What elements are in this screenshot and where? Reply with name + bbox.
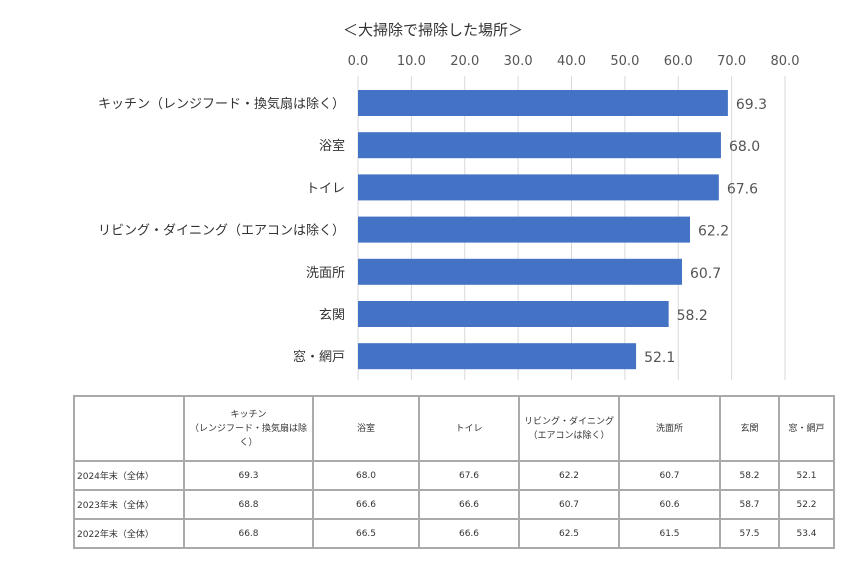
chart-title: ＜大掃除で掃除した場所＞ [343, 21, 523, 39]
row-label: 2022年末（全体） [73, 518, 185, 549]
table-cell: 66.5 [312, 518, 420, 549]
table-cell: 53.4 [778, 518, 835, 549]
x-tick-label: 60.0 [664, 54, 693, 69]
data-label: 62.2 [698, 224, 729, 240]
table-cell: 66.6 [418, 518, 520, 549]
data-label: 58.2 [677, 308, 708, 324]
table-cell: 52.2 [778, 489, 835, 520]
bar [358, 343, 637, 370]
category-label: 洗面所 [306, 266, 345, 281]
table-header-cell [73, 395, 185, 462]
bar [358, 132, 721, 159]
table-cell: 66.8 [183, 518, 314, 549]
table-cell: 66.6 [418, 489, 520, 520]
data-table: キッチン （レンジフード・換気扇は除 く） 浴室 トイレ リビング・ダイニング （エア… [73, 395, 835, 549]
bar [358, 258, 682, 285]
category-label: トイレ [306, 181, 345, 196]
table-cell: 62.2 [518, 460, 620, 491]
x-tick-label: 10.0 [397, 54, 426, 69]
table-header-cell: リビング・ダイニング （エアコンは除く） [518, 395, 620, 462]
table-cell: 57.5 [719, 518, 780, 549]
bar-chart: ＜大掃除で掃除した場所＞ 0.0 10.0 20.0 30.0 40.0 50.0 60.0 7… [98, 21, 800, 380]
table-row: 2022年末（全体） 66.8 66.5 66.6 62.5 61.5 57.5 53.4 [73, 518, 835, 549]
category-label: 窓・網戸 [293, 349, 345, 365]
table-cell: 52.1 [778, 460, 835, 491]
table-header-cell: キッチン （レンジフード・換気扇は除 く） [183, 395, 314, 462]
table-cell: 60.7 [618, 460, 721, 491]
x-tick-label: 40.0 [557, 54, 586, 69]
bar [358, 216, 690, 243]
table-cell: 66.6 [312, 489, 420, 520]
x-tick-label: 30.0 [504, 54, 533, 69]
x-tick-label: 80.0 [771, 54, 800, 69]
table-header-cell: 洗面所 [618, 395, 721, 462]
table-header-row: キッチン （レンジフード・換気扇は除 く） 浴室 トイレ リビング・ダイニング （エア… [73, 395, 835, 462]
table-cell: 62.5 [518, 518, 620, 549]
table-header-cell: トイレ [418, 395, 520, 462]
category-label: 玄関 [319, 308, 345, 323]
table-cell: 68.0 [312, 460, 420, 491]
table-header-cell: 玄関 [719, 395, 780, 462]
table-cell: 60.7 [518, 489, 620, 520]
bar [358, 301, 669, 327]
table-cell: 67.6 [418, 460, 520, 491]
data-label: 68.0 [729, 139, 760, 155]
table-cell: 61.5 [618, 518, 721, 549]
row-label: 2024年末（全体） [73, 460, 185, 491]
table-cell: 60.6 [618, 489, 721, 520]
table-row: 2024年末（全体） 69.3 68.0 67.6 62.2 60.7 58.2 52.1 [73, 460, 835, 491]
row-label: 2023年末（全体） [73, 489, 185, 520]
table-cell: 58.7 [719, 489, 780, 520]
table-header-cell: 浴室 [312, 395, 420, 462]
x-tick-label: 0.0 [348, 54, 369, 69]
table-cell: 68.8 [183, 489, 314, 520]
x-tick-label: 70.0 [717, 54, 746, 69]
table-cell: 69.3 [183, 460, 314, 491]
category-label: キッチン（レンジフード・換気扇は除く） [98, 96, 345, 112]
category-label: 浴室 [319, 138, 345, 154]
data-label: 52.1 [644, 350, 675, 366]
table-cell: 58.2 [719, 460, 780, 491]
bar [358, 174, 719, 201]
data-label: 60.7 [690, 266, 721, 282]
x-tick-label: 20.0 [450, 54, 479, 69]
x-tick-label: 50.0 [610, 54, 639, 69]
table-header-cell: 窓・網戸 [778, 395, 835, 462]
bar [358, 90, 728, 116]
data-label: 67.6 [727, 181, 758, 197]
table-row: 2023年末（全体） 68.8 66.6 66.6 60.7 60.6 58.7 52.2 [73, 489, 835, 520]
category-label: リビング・ダイニング（エアコンは除く） [98, 224, 345, 239]
data-label: 69.3 [736, 97, 767, 113]
